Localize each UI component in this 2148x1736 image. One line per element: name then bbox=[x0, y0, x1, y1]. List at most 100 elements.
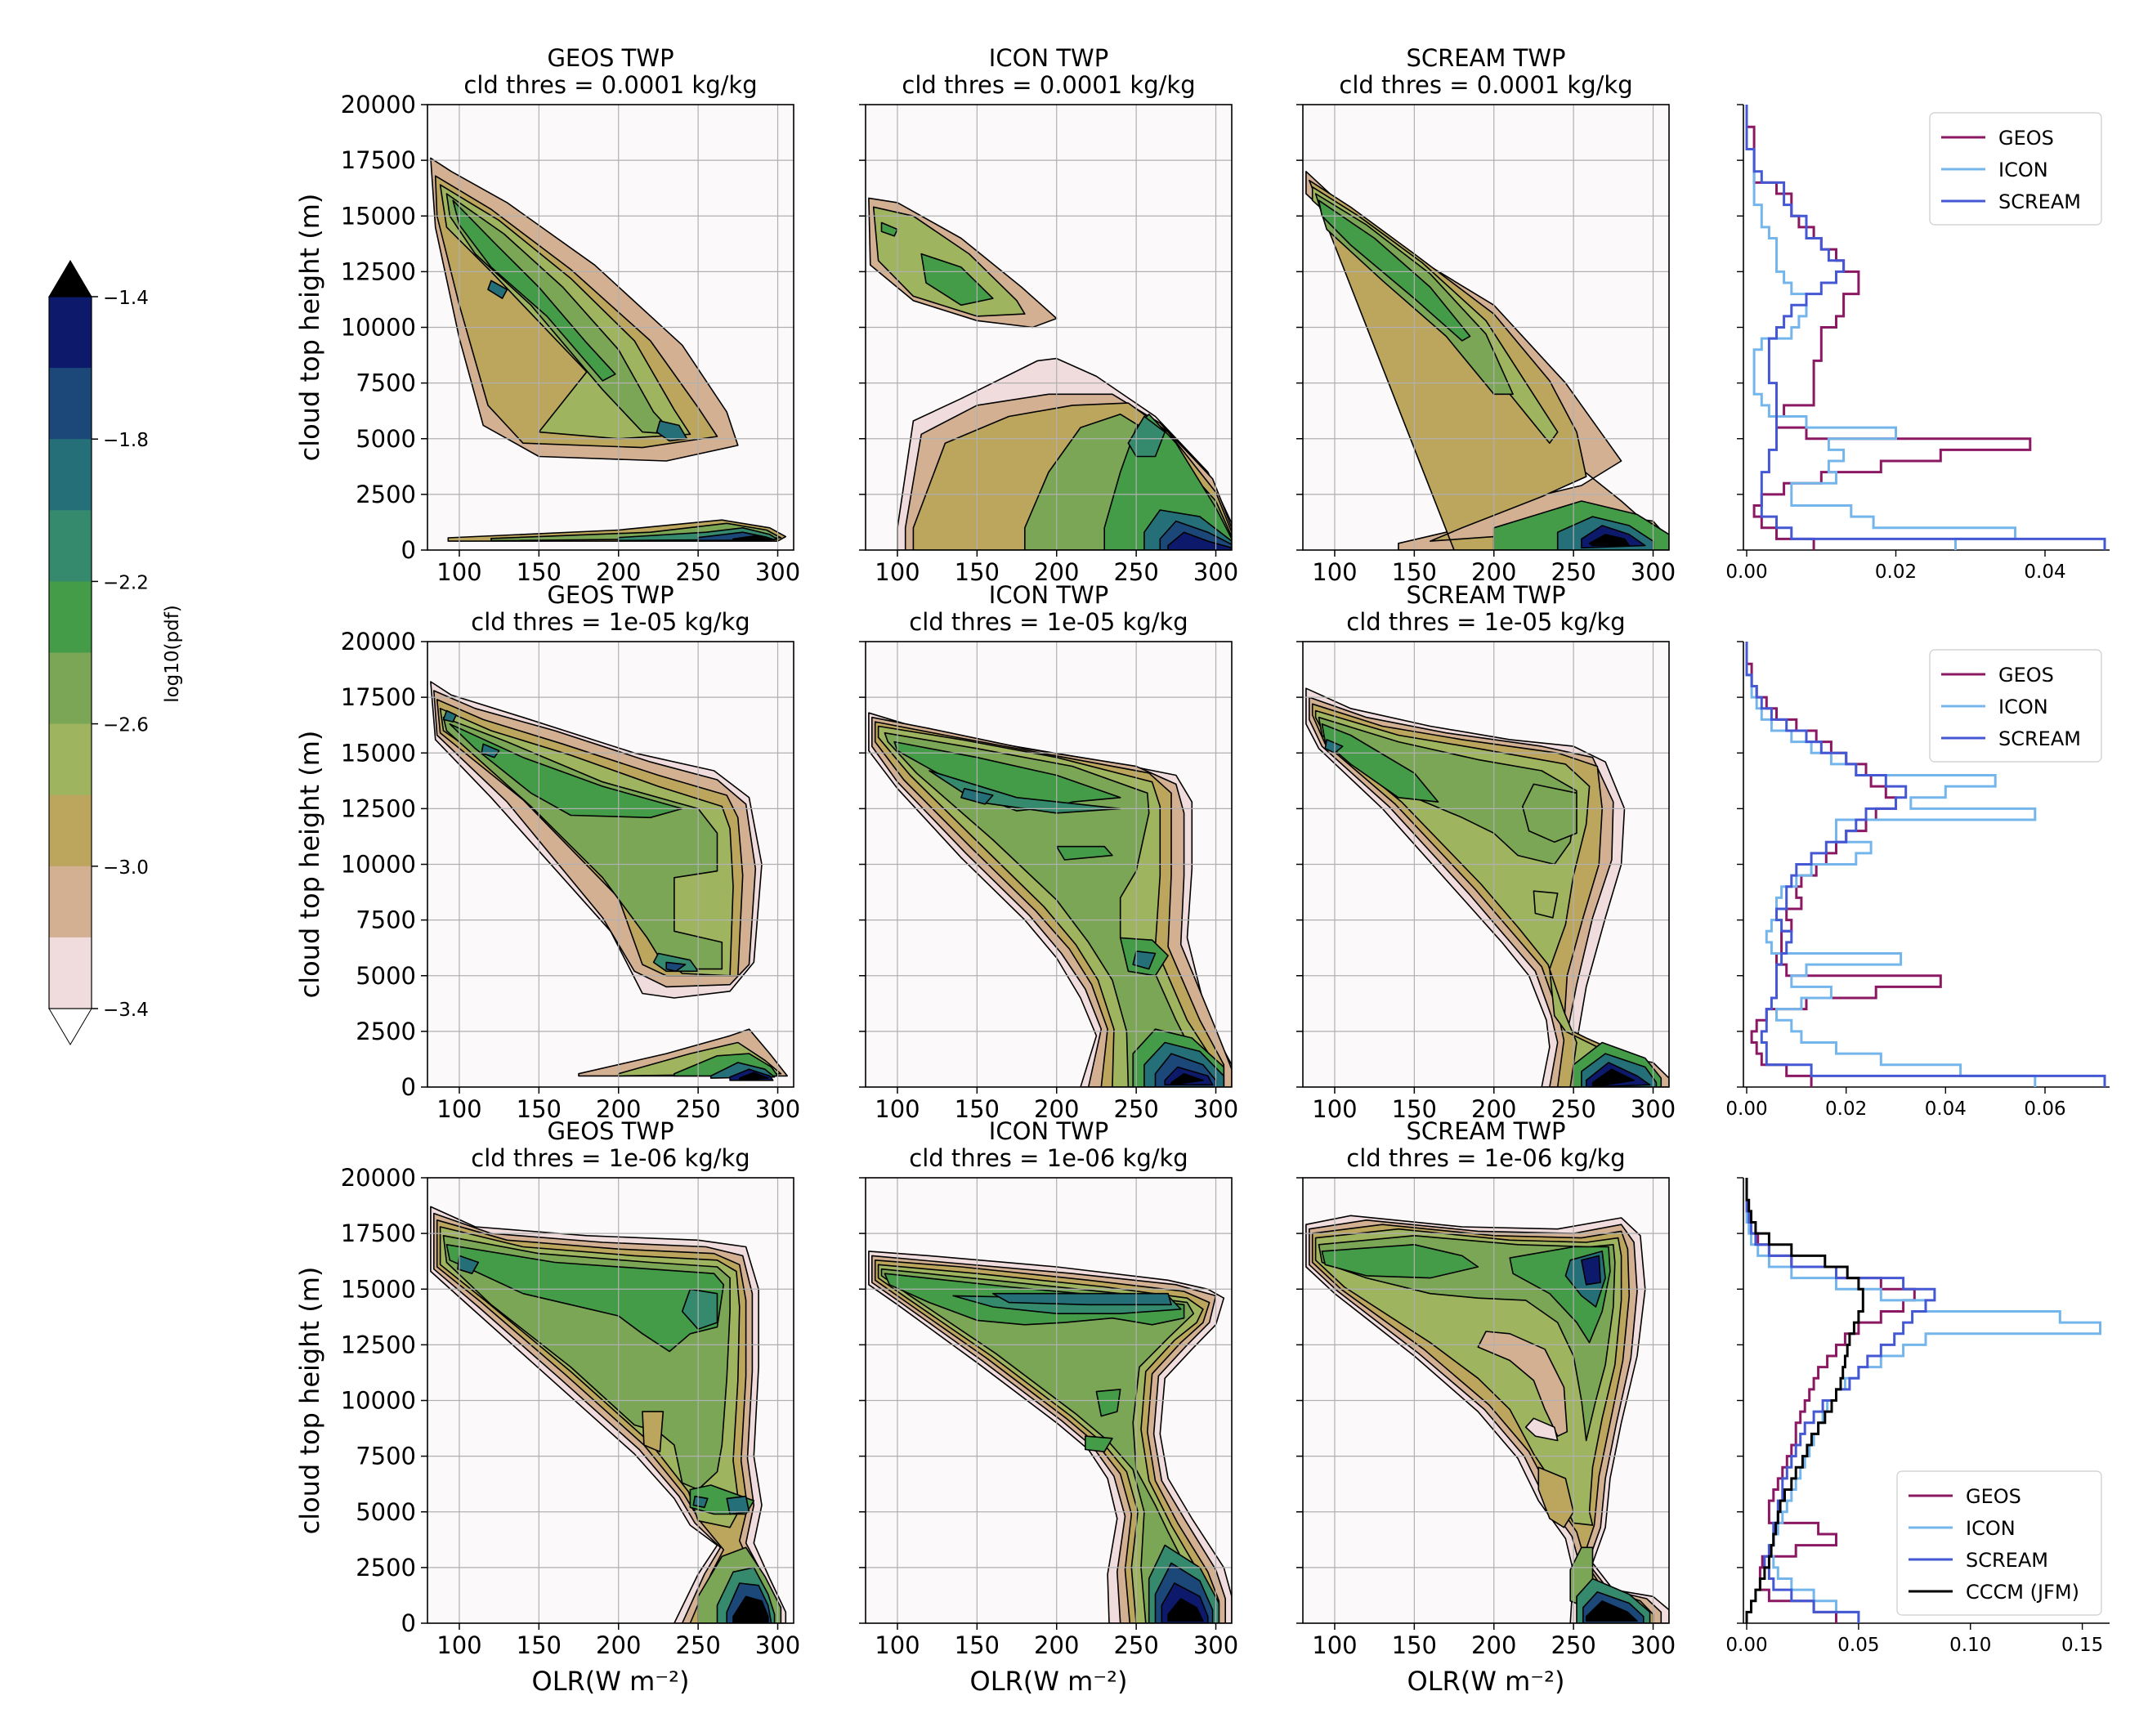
x-tick-label: 300 bbox=[1631, 1631, 1676, 1659]
contour-region bbox=[445, 1244, 725, 1353]
colorbar-outline bbox=[48, 296, 92, 1009]
x-axis-label: OLR(W m⁻²) bbox=[532, 1666, 690, 1697]
x-tick-label: 250 bbox=[675, 1631, 720, 1659]
legend-label: SCREAM bbox=[1998, 727, 2081, 750]
x-tick-label: 250 bbox=[1551, 558, 1595, 586]
panel-plot-area bbox=[866, 105, 1232, 550]
colorbar-segment bbox=[49, 368, 92, 440]
legend-label: GEOS bbox=[1998, 664, 2054, 687]
colorbar-segment bbox=[49, 510, 92, 582]
x-tick-label: 150 bbox=[1392, 1095, 1437, 1123]
x-tick-label: 200 bbox=[1471, 558, 1516, 586]
x-tick-label: 100 bbox=[436, 1095, 481, 1123]
legend-label: ICON bbox=[1998, 159, 2048, 181]
contour-region bbox=[681, 1288, 718, 1331]
hist-x-tick-label: 0.02 bbox=[1875, 562, 1917, 583]
y-tick-label: 2500 bbox=[356, 1018, 416, 1045]
hist-x-tick-label: 0.02 bbox=[1825, 1098, 1867, 1120]
colorbar-tick-label: −3.4 bbox=[103, 1000, 149, 1021]
legend-label: ICON bbox=[1966, 1517, 2016, 1540]
contour-panel-geos-1e-06: 100 150 200 250 300 0 2500 5000 7500 10000 12500 15… bbox=[294, 1117, 800, 1697]
contour-region bbox=[1588, 534, 1631, 547]
contour-region bbox=[656, 420, 688, 442]
contour-region bbox=[1581, 1255, 1601, 1286]
panel-plot-area bbox=[1303, 105, 1669, 550]
y-tick-label: 10000 bbox=[341, 314, 416, 342]
x-tick-label: 250 bbox=[675, 1095, 720, 1123]
x-tick-label: 250 bbox=[1551, 1095, 1595, 1123]
hist-x-tick-label: 0.00 bbox=[1725, 562, 1767, 583]
colorbar-segment bbox=[49, 794, 92, 867]
y-tick-label: 17500 bbox=[341, 1219, 416, 1247]
y-tick-label: 15000 bbox=[341, 1275, 416, 1303]
contour-region bbox=[1524, 1417, 1559, 1442]
contour-region bbox=[992, 1292, 1172, 1306]
contour-region bbox=[738, 1072, 769, 1081]
x-tick-label: 250 bbox=[1551, 1631, 1595, 1659]
hist-series-scream bbox=[1745, 105, 2106, 550]
panel-plot-area bbox=[866, 1178, 1232, 1623]
colorbar-tick-label: −3.0 bbox=[103, 857, 149, 879]
hist-x-tick-label: 0.04 bbox=[1925, 1098, 1967, 1120]
x-tick-label: 250 bbox=[1113, 1095, 1158, 1123]
colorbar-segment bbox=[49, 652, 92, 725]
x-tick-label: 300 bbox=[1193, 558, 1238, 586]
x-tick-label: 200 bbox=[596, 1095, 641, 1123]
x-tick-label: 100 bbox=[875, 558, 920, 586]
x-tick-label: 200 bbox=[596, 558, 641, 586]
legend-label: ICON bbox=[1998, 696, 2048, 718]
x-tick-label: 100 bbox=[1312, 1095, 1357, 1123]
panel-plot-area bbox=[427, 105, 794, 550]
contour-region bbox=[1318, 199, 1471, 342]
contour-region bbox=[1477, 1331, 1568, 1437]
y-tick-label: 17500 bbox=[341, 683, 416, 711]
x-tick-label: 250 bbox=[1113, 558, 1158, 586]
y-tick-label: 5000 bbox=[356, 1498, 416, 1526]
y-tick-label: 12500 bbox=[341, 1331, 416, 1358]
colorbar-tick-label: −2.6 bbox=[103, 715, 149, 736]
y-tick-label: 17500 bbox=[341, 146, 416, 174]
colorbar-segment bbox=[49, 297, 92, 369]
x-tick-label: 150 bbox=[517, 1631, 562, 1659]
y-tick-label: 0 bbox=[401, 1073, 416, 1101]
contour-region bbox=[1321, 1244, 1479, 1279]
panel-subtitle: cld thres = 1e-06 kg/kg bbox=[471, 1144, 750, 1172]
x-tick-label: 150 bbox=[517, 1095, 562, 1123]
contour-region bbox=[452, 199, 616, 382]
contour-region bbox=[457, 1255, 480, 1274]
x-axis-label: OLR(W m⁻²) bbox=[1407, 1666, 1565, 1697]
contour-region bbox=[872, 206, 1026, 317]
contour-panels: 100 150 200 250 3000250050007500100001250015… bbox=[294, 44, 1676, 1697]
legend-label: GEOS bbox=[1966, 1485, 2021, 1508]
x-tick-label: 300 bbox=[755, 1095, 800, 1123]
panel-title: GEOS TWP bbox=[547, 581, 673, 609]
panel-plot-area bbox=[1303, 642, 1669, 1087]
x-tick-label: 200 bbox=[1034, 1631, 1079, 1659]
contour-region bbox=[1055, 845, 1113, 861]
contour-region bbox=[652, 952, 699, 973]
x-tick-label: 250 bbox=[1113, 1631, 1158, 1659]
contour-region bbox=[880, 221, 898, 237]
x-tick-label: 200 bbox=[1471, 1095, 1516, 1123]
contour-region bbox=[487, 280, 508, 299]
x-tick-label: 150 bbox=[955, 1095, 1000, 1123]
colorbar-extend-bottom bbox=[48, 1008, 92, 1045]
x-tick-label: 300 bbox=[755, 1631, 800, 1659]
panel-title: GEOS TWP bbox=[547, 1117, 673, 1145]
hist-series-cccm bbox=[1745, 1178, 1864, 1623]
contour-region bbox=[449, 723, 683, 819]
y-tick-label: 20000 bbox=[341, 628, 416, 655]
panel-subtitle: cld thres = 1e-05 kg/kg bbox=[1346, 608, 1625, 636]
panel-plot-area bbox=[427, 1178, 794, 1623]
colorbar-tick-label: −1.8 bbox=[103, 430, 149, 451]
panel-title: ICON TWP bbox=[989, 1117, 1108, 1145]
colorbar-tick-label: −2.2 bbox=[103, 572, 149, 593]
x-tick-label: 300 bbox=[1631, 1095, 1676, 1123]
contour-panel-geos-0.0001: 100 150 200 250 300 0 2500 5000 7500 10000 12500 15… bbox=[294, 44, 800, 586]
hist-x-tick-label: 0.10 bbox=[1949, 1635, 1991, 1656]
x-tick-label: 200 bbox=[1034, 558, 1079, 586]
x-axis-label: OLR(W m⁻²) bbox=[970, 1666, 1128, 1697]
y-tick-label: 10000 bbox=[341, 851, 416, 879]
x-tick-label: 150 bbox=[955, 558, 1000, 586]
